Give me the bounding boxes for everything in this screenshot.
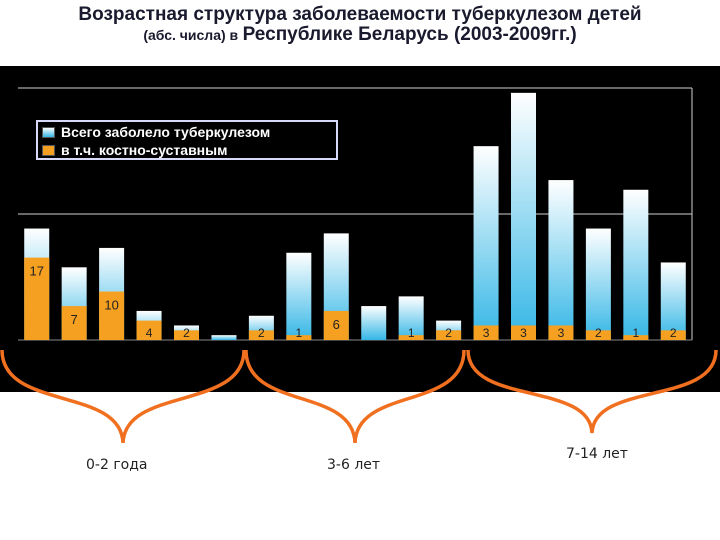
- data-label: 4: [146, 326, 153, 340]
- bone-bar: [61, 306, 87, 340]
- legend-label-bone: в т.ч. костно-суставным: [61, 142, 228, 158]
- data-label: 2: [595, 326, 602, 340]
- legend-item-bone: в т.ч. костно-суставным: [42, 141, 227, 159]
- grid-layer: [18, 87, 693, 341]
- bone-bar: [248, 330, 274, 340]
- bone-bar: [174, 330, 199, 340]
- data-label: 1: [295, 326, 302, 340]
- bone-bar: [548, 325, 574, 340]
- total-bar: [623, 189, 649, 340]
- legend-swatch-total: [42, 126, 55, 138]
- age-group-label-7-14: 7-14 лет: [566, 446, 628, 462]
- bone-bar: [24, 257, 50, 340]
- total-bar: [473, 146, 499, 340]
- data-label: 1: [408, 326, 415, 340]
- chart-title-main: Республике Беларусь (2003-2009гг.): [242, 24, 577, 45]
- legend-label-total: Всего заболело туберкулезом: [61, 124, 271, 140]
- data-label: 10: [104, 298, 118, 313]
- bone-bar: [323, 310, 349, 340]
- bone-bar: [286, 335, 312, 340]
- chart-legend: Всего заболело туберкулезом в т.ч. костн…: [36, 120, 338, 160]
- data-label: 3: [558, 326, 565, 340]
- plot-background: [0, 66, 720, 392]
- data-label: 2: [670, 326, 677, 340]
- brace-layer: [0, 349, 718, 444]
- chart-title-line1: Возрастная структура заболеваемости тубе…: [78, 4, 642, 25]
- labels-layer: 17 7 10 4 2 2 1 6 1 2 3 3 3 2 1 2: [29, 264, 676, 340]
- total-bar: [511, 92, 536, 340]
- data-label: 3: [483, 326, 490, 340]
- bone-bar: [398, 335, 424, 340]
- age-group-label-0-2: 0-2 года: [86, 457, 148, 473]
- chart-title-line2: (абс. числа) в Республике Беларусь (2003…: [0, 24, 720, 46]
- legend-swatch-bone: [42, 144, 55, 156]
- bone-bar: [473, 325, 499, 340]
- bone-bar: [511, 325, 536, 340]
- data-label: 2: [445, 326, 452, 340]
- chart-title-prefix: (абс. числа) в: [143, 27, 239, 43]
- data-label: 2: [183, 326, 190, 340]
- bone-bar: [660, 330, 686, 340]
- total-bar: [660, 262, 686, 340]
- bars-layer: [24, 92, 686, 340]
- total-bar: [286, 252, 312, 340]
- data-label: 17: [29, 264, 43, 279]
- age-group-label-3-6: 3-6 лет: [327, 457, 381, 473]
- total-bar: [548, 180, 574, 340]
- bone-bar: [436, 330, 462, 340]
- data-label: 6: [333, 317, 340, 332]
- bone-bar: [623, 335, 649, 340]
- brace-group-3-6: [244, 349, 466, 444]
- data-label: 1: [632, 326, 639, 340]
- total-bar: [398, 296, 424, 340]
- total-bar: [361, 306, 387, 340]
- data-label: 3: [520, 326, 527, 340]
- data-label: 7: [71, 312, 78, 327]
- legend-item-total: Всего заболело туберкулезом: [42, 123, 270, 141]
- bone-bar: [136, 320, 162, 340]
- data-label: 2: [258, 326, 265, 340]
- brace-group-7-14: [466, 349, 718, 434]
- total-bar: [211, 335, 237, 340]
- bone-bar: [585, 330, 611, 340]
- bone-bar: [99, 291, 125, 340]
- brace-group-0-2: [0, 349, 246, 444]
- total-bar: [585, 228, 611, 340]
